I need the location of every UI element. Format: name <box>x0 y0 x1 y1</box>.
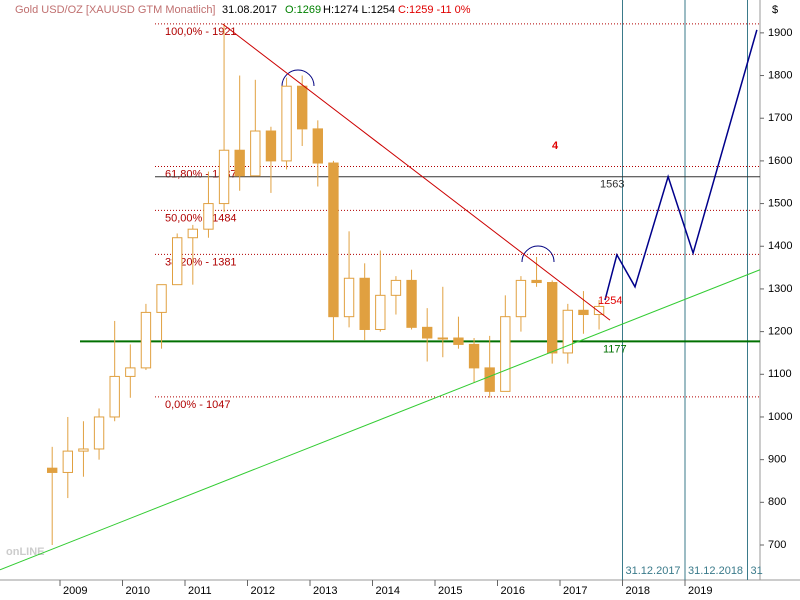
header-close: C:1259 -11 0% <box>398 4 471 16</box>
candle-body <box>93 416 105 450</box>
header-title: Gold USD/OZ [XAUUSD GTM Monatlich] <box>15 4 216 16</box>
candle-body <box>453 337 464 345</box>
candle-body <box>172 237 183 286</box>
x-tick-label: 2019 <box>688 585 712 597</box>
arc <box>281 69 315 87</box>
x-tick-label: 2013 <box>313 585 337 597</box>
horizontal-line-label: 50,00% - 1484 <box>165 212 237 224</box>
trendline <box>0 269 761 571</box>
candle-body <box>265 130 277 162</box>
candle-body <box>328 162 339 318</box>
horizontal-line-label: 61,80% - 1587 <box>165 168 237 180</box>
y-tick-label: 1700 <box>768 112 792 124</box>
y-tick-label: 1100 <box>768 368 792 380</box>
header-high-low: H:1274 L:1254 <box>323 4 395 16</box>
vertical-line-label: 31.12.2017 <box>626 565 681 577</box>
y-tick-label: 1900 <box>768 27 792 39</box>
x-tick-label: 2015 <box>438 585 462 597</box>
y-tick-label: 900 <box>768 454 786 466</box>
candle-body <box>593 305 605 316</box>
candle-body <box>234 149 245 177</box>
y-tick-label: 1500 <box>768 197 792 209</box>
candle-body <box>359 277 370 330</box>
x-tick-label: 2011 <box>188 585 212 597</box>
x-tick-label: 2014 <box>376 585 400 597</box>
trendline <box>222 23 611 321</box>
candle-body <box>531 279 542 284</box>
vertical-line-label: 31.12.2018 <box>688 565 743 577</box>
candle-body <box>156 284 167 313</box>
x-tick-label: 2012 <box>251 585 275 597</box>
logo: onLINE <box>6 546 45 558</box>
candle-body <box>437 337 448 340</box>
candle-body <box>250 130 261 177</box>
y-tick-label: 1000 <box>768 411 792 423</box>
horizontal-line-label: 0,00% - 1047 <box>165 399 230 411</box>
candle-body <box>422 326 433 339</box>
candle-body <box>343 277 355 318</box>
candle-body <box>297 85 308 130</box>
candle-body <box>281 85 292 162</box>
y-tick-label: 1300 <box>768 283 792 295</box>
candle-body <box>140 311 152 369</box>
vertical-line-label: 31 <box>751 565 763 577</box>
x-tick-label: 2016 <box>501 585 525 597</box>
candle-body <box>406 279 417 328</box>
candle-body <box>375 294 386 330</box>
candle-body <box>500 316 511 392</box>
candle-body <box>62 450 73 473</box>
header-date: 31.08.2017 <box>222 4 277 16</box>
x-tick-label: 2010 <box>126 585 150 597</box>
x-tick-label: 2009 <box>63 585 87 597</box>
y-tick-label: 700 <box>768 539 786 551</box>
candle-body <box>203 203 214 230</box>
horizontal-line-label: 38,20% - 1381 <box>165 256 237 268</box>
candle-body <box>312 128 323 164</box>
y-tick-label: 1200 <box>768 326 792 338</box>
y-tick-label: 1600 <box>768 155 792 167</box>
candle-body <box>547 282 558 354</box>
candle-body <box>47 467 58 473</box>
x-tick-label: 2018 <box>626 585 650 597</box>
candle-body <box>515 279 527 318</box>
arc <box>521 245 555 263</box>
candle-body <box>390 279 402 296</box>
horizontal-line-label: 1177 <box>603 343 627 355</box>
annotation: 1254 <box>598 295 622 307</box>
header-open: O:1269 <box>285 4 321 16</box>
candle-body <box>78 448 89 452</box>
currency: $ <box>772 4 778 16</box>
x-tick-label: 2017 <box>563 585 587 597</box>
candle-body <box>218 149 230 205</box>
y-tick-label: 800 <box>768 496 786 508</box>
horizontal-line-label: 1563 <box>600 179 624 191</box>
horizontal-line-label: 100,0% - 1921 <box>165 26 237 38</box>
candle-body <box>468 343 480 369</box>
candle-body <box>187 228 198 239</box>
annotation: 4 <box>552 140 559 152</box>
y-tick-label: 1800 <box>768 69 792 81</box>
trendline <box>604 29 758 301</box>
candle-body <box>578 309 589 316</box>
candle-body <box>484 367 495 392</box>
candle-body <box>109 375 120 418</box>
candle-body <box>562 309 573 354</box>
y-tick-label: 1400 <box>768 240 792 252</box>
candle-body <box>125 367 136 377</box>
